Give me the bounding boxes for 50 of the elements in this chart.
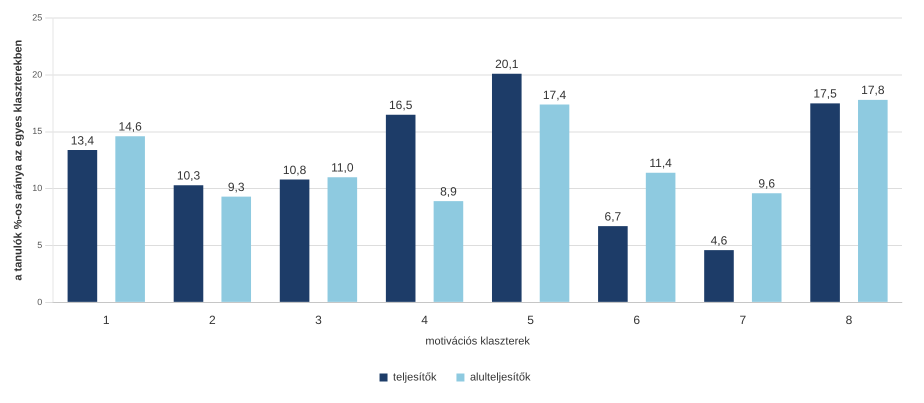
x-tick-label: 2 bbox=[209, 312, 216, 327]
y-tick-label: 20 bbox=[32, 69, 42, 80]
bar bbox=[280, 180, 310, 302]
bar bbox=[752, 193, 782, 302]
x-tick-label: 4 bbox=[421, 312, 428, 327]
x-tick-label: 1 bbox=[102, 312, 110, 327]
bar bbox=[434, 201, 464, 302]
x-axis-title: motivációs klaszterek bbox=[425, 335, 530, 348]
data-label: 17,5 bbox=[813, 86, 838, 101]
x-tick-label: 8 bbox=[846, 312, 853, 327]
data-label: 14,6 bbox=[118, 120, 142, 134]
data-label: 10,8 bbox=[282, 162, 307, 177]
data-label: 13,4 bbox=[70, 133, 94, 148]
bar bbox=[386, 114, 416, 302]
bar bbox=[540, 104, 570, 302]
bar bbox=[221, 196, 252, 302]
data-label: 17,8 bbox=[861, 83, 885, 98]
bar bbox=[68, 150, 98, 302]
legend-label: alulteljesítők bbox=[470, 372, 531, 384]
y-tick-label: 0 bbox=[37, 296, 42, 307]
y-tick-label: 5 bbox=[37, 240, 42, 250]
bar bbox=[174, 185, 204, 302]
x-tick-label: 5 bbox=[527, 312, 534, 327]
bar bbox=[598, 226, 628, 302]
y-tick-label: 10 bbox=[32, 183, 42, 194]
y-tick-label: 15 bbox=[32, 126, 42, 136]
data-label: 11,4 bbox=[649, 156, 672, 170]
y-tick-label: 25 bbox=[32, 12, 42, 22]
x-tick-label: 6 bbox=[633, 312, 640, 327]
data-label: 20,1 bbox=[495, 57, 519, 72]
data-label: 17,4 bbox=[542, 88, 567, 102]
bar bbox=[328, 177, 358, 302]
bar bbox=[492, 74, 522, 302]
data-label: 10,3 bbox=[176, 168, 200, 183]
x-tick-label: 7 bbox=[740, 312, 747, 327]
bar bbox=[858, 100, 888, 302]
bar bbox=[646, 172, 676, 302]
data-label: 8,9 bbox=[440, 184, 458, 198]
data-label: 9,3 bbox=[228, 180, 245, 194]
data-label: 6,7 bbox=[604, 209, 622, 224]
y-axis-title: a tanulók %-os aránya az egyes klaszterekben bbox=[12, 39, 25, 281]
data-label: 16,5 bbox=[389, 98, 413, 112]
bar bbox=[704, 250, 734, 302]
legend-label: teljesítők bbox=[393, 372, 437, 384]
bar bbox=[115, 136, 145, 302]
data-label: 11,0 bbox=[331, 160, 354, 175]
data-label: 9,6 bbox=[758, 176, 776, 191]
bar bbox=[810, 103, 840, 302]
x-tick-label: 3 bbox=[315, 312, 322, 327]
data-label: 4,6 bbox=[710, 233, 728, 248]
